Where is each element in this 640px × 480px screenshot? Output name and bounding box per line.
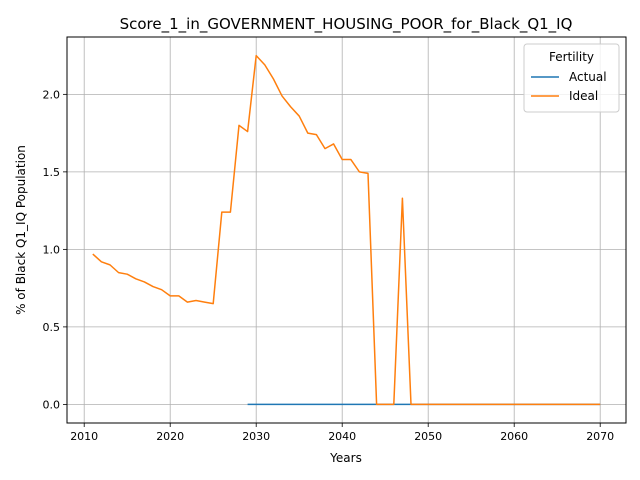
axes-frame [66, 36, 627, 424]
legend: Fertility Actual Ideal [523, 43, 620, 113]
x-tick-label: 2050 [414, 430, 442, 443]
x-tick-label: 2010 [70, 430, 98, 443]
x-axis-label: Years [329, 451, 362, 465]
series-line-ideal [92, 54, 601, 406]
legend-title: Fertility [549, 50, 594, 64]
legend-label-ideal: Ideal [569, 89, 598, 103]
y-tick-label: 1.0 [43, 243, 61, 256]
grid-lines [67, 37, 626, 423]
x-tick-label: 2020 [156, 430, 184, 443]
legend-label-actual: Actual [569, 70, 607, 84]
y-tick-label: 2.0 [43, 88, 61, 101]
plot-lines [92, 54, 601, 406]
x-tick-label: 2030 [242, 430, 270, 443]
y-tick-label: 1.5 [43, 166, 61, 179]
y-tick-label: 0.0 [43, 398, 61, 411]
x-tick-label: 2070 [586, 430, 614, 443]
x-axis-ticks: 2010 2020 2030 2040 2050 2060 2070 [70, 423, 614, 443]
x-tick-label: 2060 [500, 430, 528, 443]
y-tick-label: 0.5 [43, 321, 61, 334]
legend-box [523, 43, 620, 113]
chart-title: Score_1_in_GOVERNMENT_HOUSING_POOR_for_B… [120, 15, 573, 34]
legend-entries: Actual Ideal [531, 70, 607, 103]
y-axis-label: % of Black Q1_IQ Population [14, 145, 28, 315]
x-tick-label: 2040 [328, 430, 356, 443]
y-axis-ticks: 0.0 0.5 1.0 1.5 2.0 [43, 88, 67, 411]
